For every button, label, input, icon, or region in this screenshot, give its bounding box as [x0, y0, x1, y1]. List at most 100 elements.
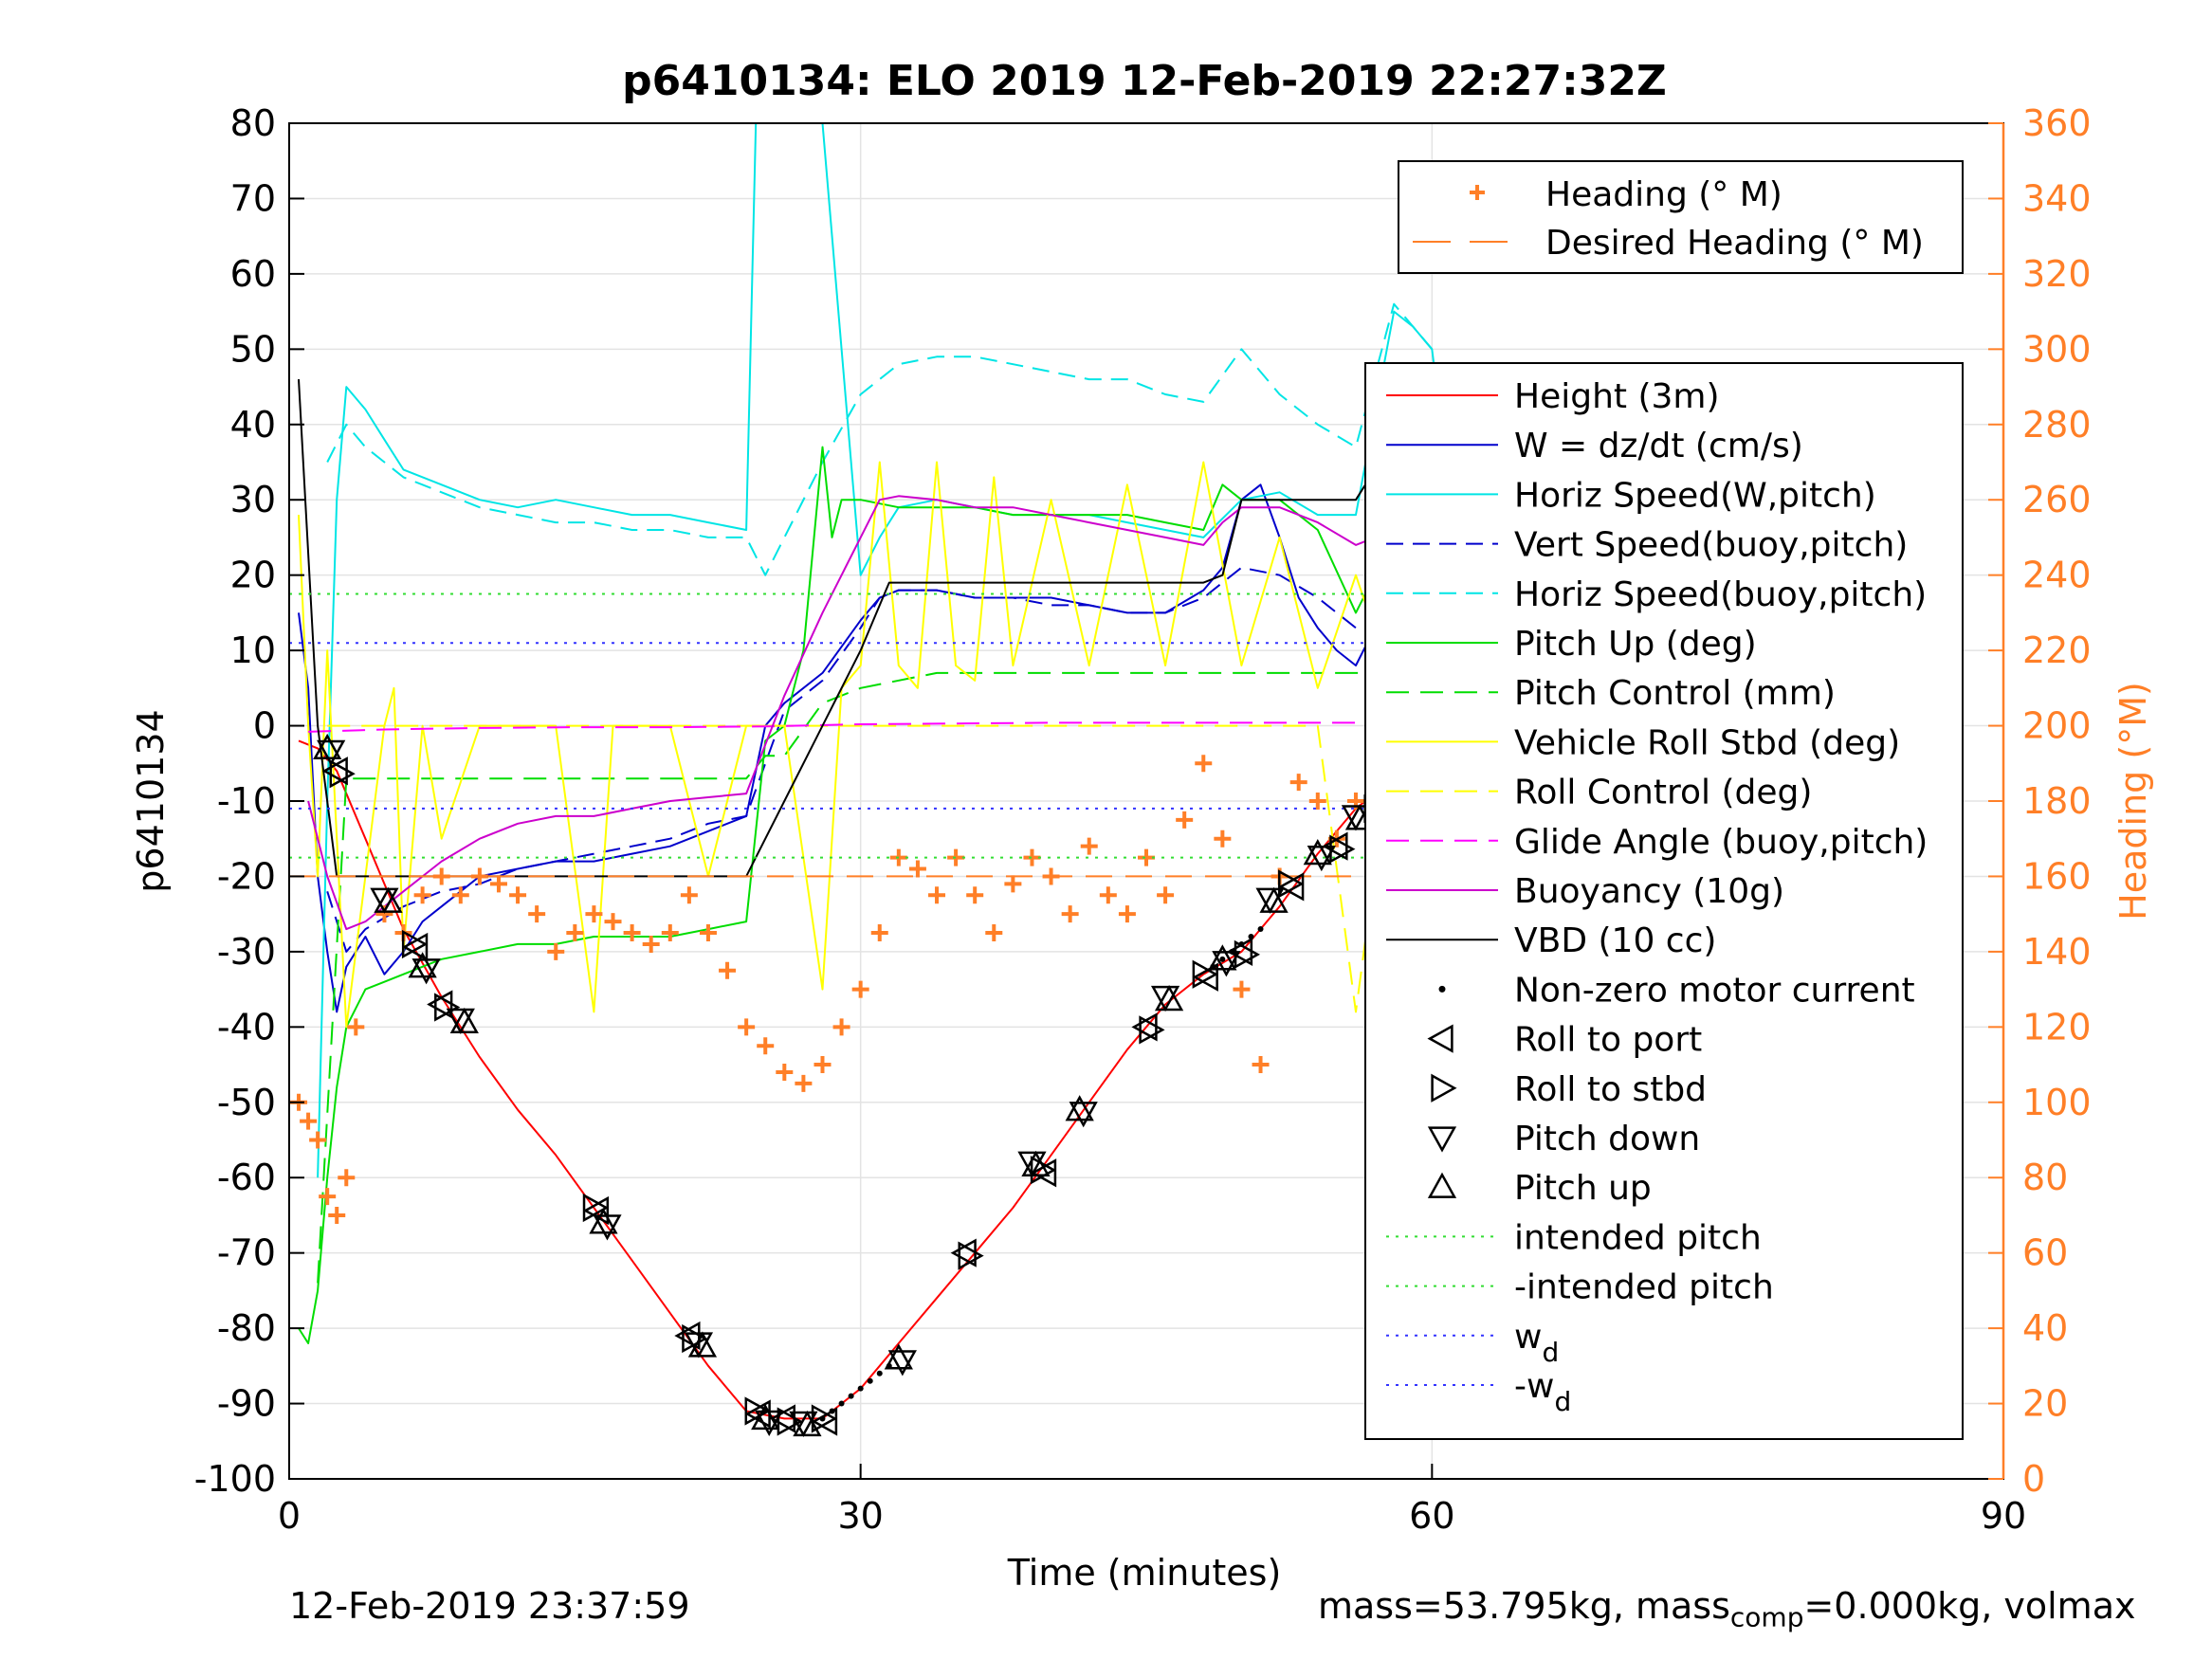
- y-tick-label: 60: [230, 253, 276, 295]
- y-tick-label: 10: [230, 629, 276, 671]
- legend-label-vehicle-roll-stbd-deg: Vehicle Roll Stbd (deg): [1514, 723, 1900, 762]
- legend-label-roll-to-port: Roll to port: [1514, 1021, 1702, 1060]
- heading-point: [985, 924, 1003, 942]
- pitch-roll-marker: [370, 887, 399, 914]
- y-tick-label: -40: [217, 1006, 276, 1048]
- heading-point: [1176, 811, 1194, 829]
- heading-point: [1023, 848, 1041, 866]
- x-tick-label: 0: [278, 1495, 301, 1537]
- heading-point: [413, 886, 431, 904]
- y2-tick-label: 180: [2022, 780, 2092, 822]
- pitch-roll-marker: [1278, 872, 1305, 902]
- legend-label-horiz-speed-w-pitch: Horiz Speed(W,pitch): [1514, 476, 1876, 515]
- y2-tick-label: 40: [2022, 1307, 2068, 1349]
- heading-point: [566, 924, 584, 942]
- heading-point: [851, 980, 869, 998]
- legend-label-intended-pitch: -intended pitch: [1514, 1268, 1774, 1307]
- pitch-roll-marker: [1192, 959, 1218, 989]
- series-buoyancy-10g: [307, 438, 1433, 931]
- series-glide-angle-buoy-pitch: [308, 721, 1433, 733]
- pitch-roll-marker: [777, 1407, 803, 1436]
- pitch-roll-marker: [1212, 951, 1241, 977]
- y-tick-label: -60: [217, 1157, 276, 1198]
- pitch-roll-marker: [582, 1193, 609, 1223]
- heading-point: [1214, 830, 1232, 848]
- footer-mass-subscript: comp: [1729, 1601, 1804, 1633]
- heading-point: [757, 1037, 775, 1055]
- y2-tick-label: 260: [2022, 479, 2092, 520]
- heading-point: [870, 924, 888, 942]
- heading-point: [375, 905, 393, 923]
- heading-point: [1233, 980, 1251, 998]
- pitch-roll-marker: [755, 1410, 784, 1437]
- pitch-roll-marker: [317, 739, 346, 766]
- pitch-roll-marker: [1030, 1158, 1057, 1188]
- heading-point: [642, 935, 660, 953]
- y2-tick-label: 0: [2022, 1458, 2045, 1500]
- footer-mass-info: mass=53.795kg, masscomp=0.000kg, volmax: [1318, 1585, 2135, 1633]
- pitch-roll-marker: [958, 1241, 984, 1270]
- y2-tick-label: 60: [2022, 1232, 2068, 1274]
- pitch-roll-marker: [811, 1404, 838, 1433]
- pitch-roll-marker: [1139, 1015, 1165, 1045]
- motor-current-point: [1257, 926, 1264, 933]
- heading-point: [966, 886, 984, 904]
- pitch-roll-marker: [1341, 805, 1371, 831]
- legend-label-subscript: d: [1542, 1337, 1559, 1368]
- heading-point: [319, 1188, 337, 1206]
- legend-main: Height (3m) W = dz/dt (cm/s) Horiz Speed(W…: [1364, 362, 1964, 1440]
- y-axis-label: p6410134: [130, 709, 172, 892]
- y2-tick-label: 80: [2022, 1157, 2068, 1198]
- y2-tick-label: 340: [2022, 177, 2092, 219]
- heading-point: [604, 913, 622, 931]
- y-tick-label: -30: [217, 931, 276, 973]
- heading-point: [1118, 905, 1136, 923]
- heading-point: [795, 1074, 813, 1092]
- heading-point: [908, 860, 926, 878]
- axis-ticks: 80706050403020100-10-20-30-40-50-60-70-8…: [194, 102, 2092, 1537]
- pitch-roll-marker: [401, 929, 429, 959]
- y-tick-label: 30: [230, 479, 276, 520]
- y-tick-label: -10: [217, 780, 276, 822]
- legend-main-box: [1364, 362, 1964, 1440]
- y-tick-label: -70: [217, 1232, 276, 1274]
- heading-point: [1252, 1056, 1270, 1074]
- series-horiz-speed-buoy-pitch: [326, 302, 1434, 576]
- motor-current-point: [876, 1370, 883, 1376]
- heading-point: [814, 1056, 832, 1074]
- legend-label-height-3m: Height (3m): [1514, 377, 1720, 416]
- pitch-roll-marker: [446, 1008, 475, 1034]
- pitch-roll-marker: [593, 1214, 622, 1241]
- y2-tick-label: 120: [2022, 1006, 2092, 1048]
- pitch-roll-marker: [687, 1331, 718, 1358]
- heading-point: [451, 886, 469, 904]
- heading-point: [947, 848, 965, 866]
- pitch-roll-marker: [887, 1350, 917, 1376]
- y2-tick-label: 220: [2022, 629, 2092, 671]
- heading-point: [776, 1064, 794, 1081]
- heading-point: [1195, 755, 1213, 773]
- motor-current-point: [867, 1377, 873, 1384]
- pitch-roll-marker: [1278, 869, 1305, 899]
- legend-label-non-zero-motor-current: Non-zero motor current: [1514, 971, 1915, 1010]
- legend-label-pitch-control-mm: Pitch Control (mm): [1514, 674, 1836, 713]
- legend-label-roll-control-deg: Roll Control (deg): [1514, 774, 1812, 812]
- pitch-roll-marker: [434, 993, 461, 1022]
- pitch-roll-marker: [329, 759, 356, 789]
- legend-swatch-pitch-down: [1427, 1126, 1457, 1153]
- heading-point: [489, 875, 507, 893]
- legend-label-pitch-down: Pitch down: [1514, 1120, 1700, 1158]
- y-tick-label: 70: [230, 177, 276, 219]
- motor-current-point: [838, 1400, 845, 1407]
- heading-point: [528, 905, 546, 923]
- legend-label-subscript: d: [1554, 1386, 1571, 1417]
- y2-tick-label: 240: [2022, 555, 2092, 596]
- series-pitch-control-mm: [317, 671, 1433, 1284]
- chart-title: p6410134: ELO 2019 12-Feb-2019 22:27:32Z: [622, 57, 1667, 105]
- legend-heading-box: [1398, 160, 1964, 274]
- heading-point: [699, 924, 717, 942]
- heading-point: [832, 1018, 850, 1036]
- legend-label-w-dz-dt-cm-s: W = dz/dt (cm/s): [1514, 427, 1803, 465]
- y-tick-label: 20: [230, 555, 276, 596]
- heading-point: [738, 1018, 756, 1036]
